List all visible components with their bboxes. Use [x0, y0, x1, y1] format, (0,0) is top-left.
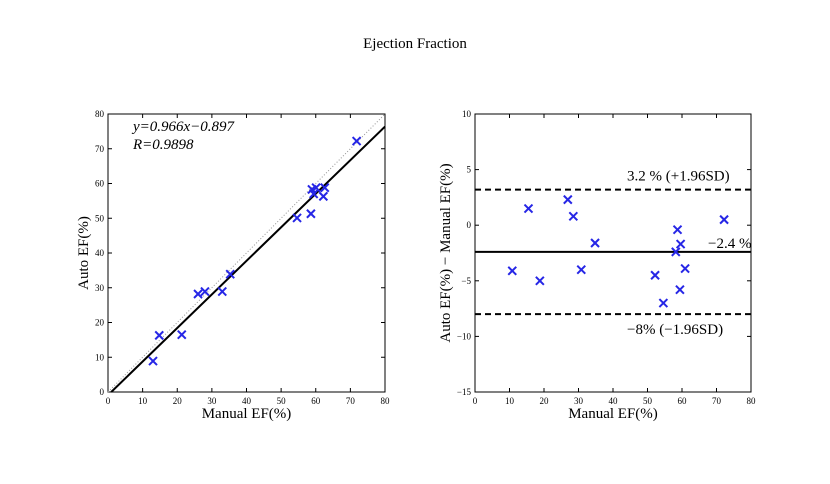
data-point-marker — [650, 270, 660, 280]
x-tick-label: 30 — [574, 396, 584, 406]
x-tick-label: 80 — [381, 396, 391, 406]
figure-title: Ejection Fraction — [363, 36, 467, 52]
x-tick-label: 70 — [712, 396, 722, 406]
x-tick-label: 10 — [505, 396, 515, 406]
x-tick-label: 40 — [609, 396, 619, 406]
y-tick-label: −15 — [457, 387, 472, 397]
data-point-marker — [680, 263, 690, 274]
x-tick-label: 20 — [173, 396, 183, 406]
y-tick-label: 10 — [462, 109, 472, 119]
data-point-marker — [507, 266, 517, 276]
data-point-marker — [568, 211, 579, 222]
data-point-marker — [535, 276, 545, 286]
y-tick-label: 60 — [95, 179, 105, 189]
x-tick-label: 10 — [138, 396, 148, 406]
bland-altman-points — [507, 194, 729, 308]
correlation-coefficient: R=0.9898 — [132, 137, 194, 153]
data-point-marker — [320, 182, 330, 193]
data-point-marker — [523, 203, 534, 214]
x-tick-label: 70 — [346, 396, 356, 406]
correlation-points — [148, 136, 362, 366]
data-point-marker — [675, 284, 685, 295]
data-point-marker — [308, 189, 319, 199]
bland-altman-chart: 0 10 20 30 40 50 60 70 80 −15 −10 −5 0 5 10 3.2 % (+1… — [438, 109, 756, 422]
data-point-marker — [576, 264, 586, 275]
y-tick-label: 10 — [95, 352, 105, 362]
data-point-marker — [590, 238, 600, 248]
regression-equation: y=0.966x−0.897 — [131, 119, 236, 135]
x-tick-label: 80 — [747, 396, 757, 406]
data-point-marker — [148, 356, 158, 366]
x-tick-label: 40 — [242, 396, 252, 406]
data-point-marker — [200, 286, 210, 297]
bland-altman-y-ticks: −15 −10 −5 0 5 10 — [457, 109, 751, 397]
y-tick-label: −5 — [461, 276, 471, 286]
y-tick-label: 0 — [100, 387, 105, 397]
y-tick-label: −10 — [457, 331, 472, 341]
data-point-marker — [672, 224, 683, 235]
data-point-marker — [154, 330, 164, 341]
upper-limit-label: 3.2 % (+1.96SD) — [627, 169, 730, 185]
data-point-marker — [351, 136, 362, 146]
x-tick-label: 60 — [678, 396, 688, 406]
y-tick-label: 5 — [467, 165, 472, 175]
y-tick-label: 30 — [95, 283, 105, 293]
bland-altman-x-ticks: 0 10 20 30 40 50 60 70 80 — [473, 114, 756, 406]
y-tick-label: 70 — [95, 144, 105, 154]
x-tick-label: 50 — [277, 396, 287, 406]
correlation-chart: 0 10 20 30 40 50 60 70 80 0 10 20 30 40 50 60 70 80 y=0.… — [76, 109, 390, 422]
y-tick-label: 20 — [95, 318, 105, 328]
data-point-marker — [318, 191, 329, 202]
x-tick-label: 30 — [207, 396, 217, 406]
identity-reference-line — [107, 113, 386, 393]
y-tick-label: 50 — [95, 213, 105, 223]
data-point-marker — [719, 214, 729, 225]
data-point-marker — [311, 182, 321, 193]
y-tick-label: 0 — [467, 220, 472, 230]
bland-altman-y-axis-label: Auto EF(%) − Manual EF(%) — [438, 163, 454, 342]
correlation-x-axis-label: Manual EF(%) — [202, 406, 292, 422]
regression-fit-line — [110, 125, 386, 393]
correlation-y-axis-label: Auto EF(%) — [76, 216, 92, 290]
data-point-marker — [292, 213, 302, 223]
data-point-marker — [217, 286, 227, 297]
data-point-marker — [306, 209, 316, 219]
correlation-x-ticks: 0 10 20 30 40 50 60 70 80 — [106, 114, 390, 406]
data-point-marker — [671, 247, 681, 257]
data-point-marker — [177, 329, 187, 340]
y-tick-label: 40 — [95, 248, 105, 258]
mean-difference-label: −2.4 % — [708, 236, 751, 252]
x-tick-label: 0 — [473, 396, 478, 406]
bland-altman-x-axis-label: Manual EF(%) — [568, 406, 658, 422]
data-point-marker — [658, 298, 669, 308]
x-tick-label: 60 — [311, 396, 321, 406]
correlation-y-ticks: 0 10 20 30 40 50 60 70 80 — [95, 109, 385, 397]
x-tick-label: 50 — [643, 396, 653, 406]
y-tick-label: 80 — [95, 109, 105, 119]
x-tick-label: 0 — [106, 396, 111, 406]
data-point-marker — [675, 239, 686, 249]
data-point-marker — [193, 289, 203, 299]
data-point-marker — [563, 194, 573, 205]
bland-altman-plot-frame — [474, 113, 752, 393]
lower-limit-label: −8% (−1.96SD) — [627, 322, 723, 338]
data-point-marker — [225, 269, 235, 279]
x-tick-label: 20 — [540, 396, 550, 406]
